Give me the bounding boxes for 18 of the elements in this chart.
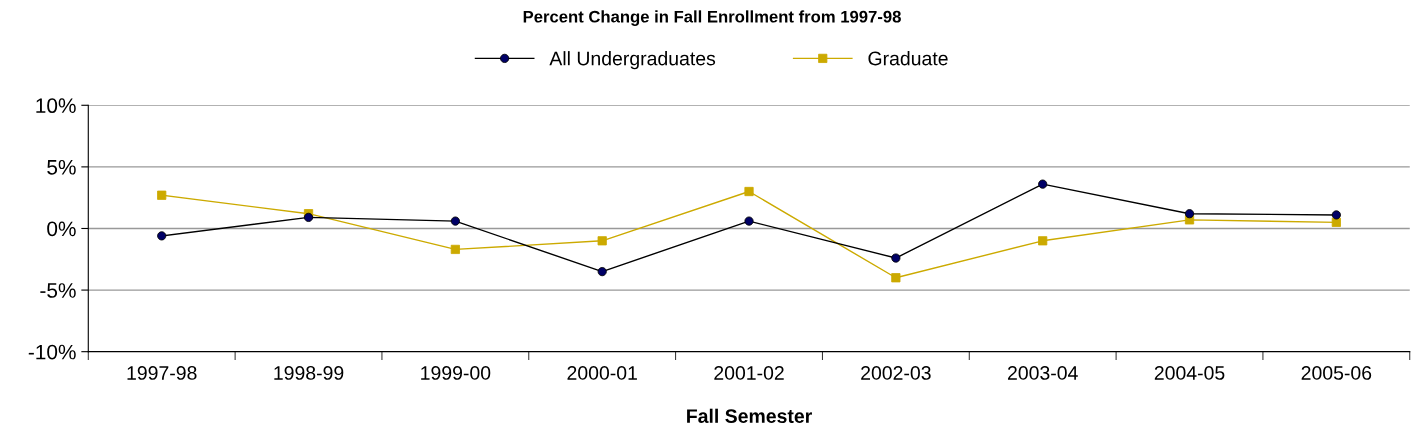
x-tick-label: 1997-98 <box>127 366 197 380</box>
x-tick-label: 2000-01 <box>567 366 637 380</box>
x-tick-label: 2003-04 <box>1007 366 1078 380</box>
y-tick-label: 10% <box>36 98 76 114</box>
y-tick-label: 0% <box>47 221 76 237</box>
y-tick-label: 5% <box>47 159 76 175</box>
x-tick-label: 2002-03 <box>861 366 931 380</box>
legend-label: Graduate <box>868 51 948 66</box>
x-axis-title: Fall Semester <box>687 408 812 423</box>
x-tick-label: 1998-99 <box>274 366 344 380</box>
legend-label: All Undergraduates <box>549 51 716 70</box>
y-tick-label: -5% <box>40 283 76 298</box>
x-tick-label: 2004-05 <box>1154 366 1225 380</box>
x-tick-label: 1999-00 <box>421 366 491 380</box>
x-tick-label: 2005-06 <box>1301 366 1372 380</box>
y-tick-label: -10% <box>28 344 76 360</box>
chart-title: Percent Change in Fall Enrollment from 1997-98 <box>523 10 901 26</box>
x-tick-label: 2001-02 <box>714 366 784 380</box>
